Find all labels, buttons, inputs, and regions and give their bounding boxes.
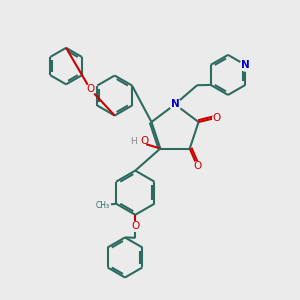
Text: N: N <box>171 99 179 110</box>
Text: N: N <box>241 60 250 70</box>
Text: CH₃: CH₃ <box>96 201 110 210</box>
Text: O: O <box>86 84 94 94</box>
Text: O: O <box>213 112 221 123</box>
Text: H: H <box>130 137 137 146</box>
Text: O: O <box>140 136 148 146</box>
Text: O: O <box>131 221 140 231</box>
Text: O: O <box>193 160 201 171</box>
